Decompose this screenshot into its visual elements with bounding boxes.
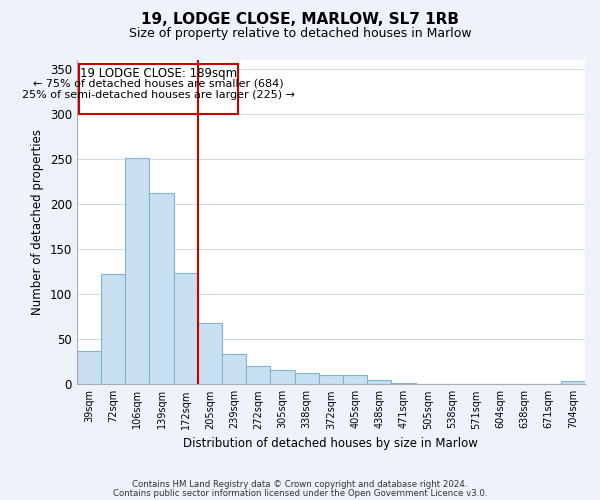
Bar	[173, 272, 198, 384]
Bar	[367, 380, 391, 384]
Bar	[246, 366, 271, 384]
Text: Contains public sector information licensed under the Open Government Licence v3: Contains public sector information licen…	[113, 489, 487, 498]
Bar	[125, 158, 149, 384]
Text: Contains HM Land Registry data © Crown copyright and database right 2024.: Contains HM Land Registry data © Crown c…	[132, 480, 468, 489]
Text: Size of property relative to detached houses in Marlow: Size of property relative to detached ho…	[128, 28, 472, 40]
Bar	[222, 354, 246, 384]
Bar	[271, 370, 295, 384]
Bar	[79, 64, 238, 114]
Bar	[77, 351, 101, 384]
Bar	[198, 323, 222, 384]
Bar	[101, 274, 125, 384]
Text: 19 LODGE CLOSE: 189sqm: 19 LODGE CLOSE: 189sqm	[80, 67, 237, 80]
X-axis label: Distribution of detached houses by size in Marlow: Distribution of detached houses by size …	[184, 437, 478, 450]
Text: 19, LODGE CLOSE, MARLOW, SL7 1RB: 19, LODGE CLOSE, MARLOW, SL7 1RB	[141, 12, 459, 28]
Bar	[149, 194, 173, 384]
Text: 25% of semi-detached houses are larger (225) →: 25% of semi-detached houses are larger (…	[22, 90, 295, 100]
Text: ← 75% of detached houses are smaller (684): ← 75% of detached houses are smaller (68…	[33, 79, 284, 89]
Y-axis label: Number of detached properties: Number of detached properties	[31, 129, 44, 315]
Bar	[343, 376, 367, 384]
Bar	[295, 372, 319, 384]
Bar	[561, 380, 585, 384]
Bar	[319, 376, 343, 384]
